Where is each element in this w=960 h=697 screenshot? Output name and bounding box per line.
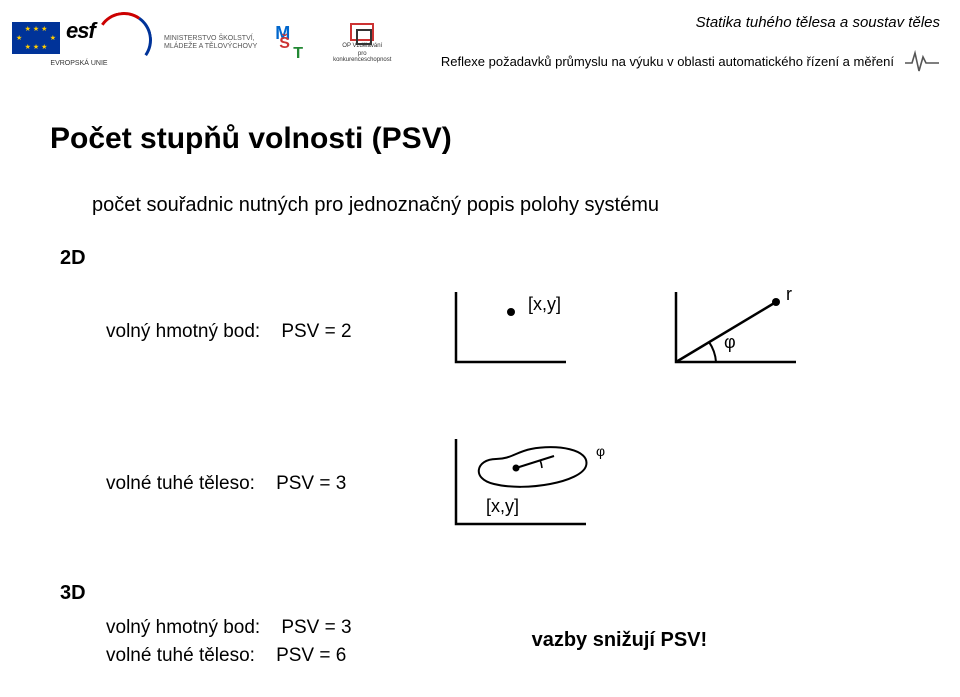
eu-label: EVROPSKÁ UNIE <box>50 60 107 67</box>
row-3d: 3D <box>50 582 910 605</box>
op-line2: pro konkurenceschopnost <box>333 51 391 63</box>
free-point-psv: PSV = 2 <box>281 321 351 342</box>
eu-flag-icon: ★★ <box>12 22 60 54</box>
document-title: Statika tuhého tělesa a soustav těles <box>441 14 940 31</box>
rigid-label: volné tuhé těleso: <box>106 473 255 494</box>
free-point-3d-psv: PSV = 3 <box>281 617 351 638</box>
col-3d-list: volný hmotný bod: PSV = 3 volné tuhé těl… <box>106 617 352 673</box>
rigid-3d-psv: PSV = 6 <box>276 645 346 666</box>
free-point-label: volný hmotný bod: <box>106 321 260 342</box>
phi-label-2: φ <box>596 443 605 459</box>
row-rigid-2d: volné tuhé těleso: PSV = 3 φ [x,y] <box>106 434 910 534</box>
logo-row: ★★ esf EVROPSKÁ UNIE MINISTERSTVO ŠKOLST… <box>12 18 385 67</box>
ministry-line1: MINISTERSTVO ŠKOLSTVÍ, <box>164 35 257 43</box>
xy-label-2: [x,y] <box>486 496 519 516</box>
diagram-2d-rigid: φ [x,y] <box>416 434 910 534</box>
r-label: r <box>786 284 792 304</box>
ministry-label: MINISTERSTVO ŠKOLSTVÍ, MLÁDEŽE A TĚLOVÝC… <box>164 35 257 50</box>
phi-label: φ <box>724 332 736 352</box>
dim-2d-label: 2D <box>60 247 910 270</box>
document-subtitle: Reflexe požadavků průmyslu na výuku v ob… <box>441 54 894 69</box>
rigid-3d-label: volné tuhé těleso: <box>106 645 255 666</box>
header-right: Statika tuhého tělesa a soustav těles Re… <box>441 14 940 73</box>
psv-note: vazby snižují PSV! <box>532 629 708 652</box>
diagram-2d-point: [x,y] r φ <box>416 282 910 382</box>
esf-logo-icon: esf <box>66 18 146 58</box>
pulse-icon <box>904 49 940 73</box>
row-free-point-2d: volný hmotný bod: PSV = 2 [x,y] r φ <box>106 282 910 382</box>
main-content: Počet stupňů volnosti (PSV) počet souřad… <box>0 90 960 673</box>
page-header: ★★ esf EVROPSKÁ UNIE MINISTERSTVO ŠKOLST… <box>0 0 960 90</box>
xy-label: [x,y] <box>528 294 561 314</box>
ministry-line2: MLÁDEŽE A TĚLOVÝCHOVY <box>164 43 257 51</box>
msmt-logo-icon: MŠT <box>275 23 321 63</box>
lead-text: počet souřadnic nutných pro jednoznačný … <box>92 194 910 217</box>
op-logo-icon: OP Vzdělávání pro konkurenceschopnost <box>339 23 385 63</box>
rigid-psv: PSV = 3 <box>276 473 346 494</box>
dim-3d-label: 3D <box>60 582 86 605</box>
free-point-3d-label: volný hmotný bod: <box>106 617 260 638</box>
section-title: Počet stupňů volnosti (PSV) <box>50 122 910 156</box>
eu-logo-block: ★★ esf EVROPSKÁ UNIE <box>12 18 146 67</box>
